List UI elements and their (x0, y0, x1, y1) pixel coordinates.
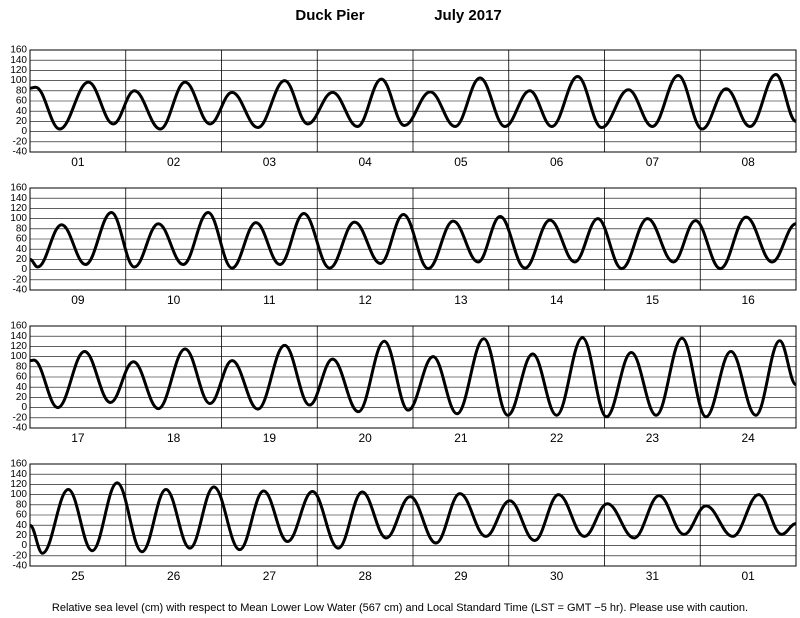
x-tick-label: 14 (550, 293, 564, 307)
y-tick-label: 20 (16, 392, 28, 403)
y-tick-label: 100 (10, 75, 27, 86)
x-tick-label: 11 (263, 293, 276, 307)
x-tick-label: 27 (263, 569, 277, 583)
y-tick-label: 160 (10, 459, 27, 470)
y-tick-label: 80 (16, 85, 28, 96)
y-tick-label: -40 (13, 285, 28, 296)
footer-note: Relative sea level (cm) with respect to … (52, 602, 748, 614)
y-tick-label: 40 (16, 244, 28, 255)
panel-frame (29, 325, 797, 429)
y-tick-label: -40 (13, 561, 28, 572)
y-tick-label: 20 (16, 530, 28, 541)
y-tick-label: 140 (10, 193, 27, 204)
y-tick-label: 80 (16, 223, 28, 234)
x-tick-label: 21 (454, 431, 468, 445)
y-tick-label: 160 (10, 45, 27, 56)
y-tick-label: 120 (10, 341, 27, 352)
x-tick-label: 31 (646, 569, 660, 583)
tide-line (29, 72, 797, 131)
y-tick-label: 40 (16, 382, 28, 393)
y-tick-label: -20 (13, 550, 28, 561)
x-tick-label: 04 (358, 155, 372, 169)
y-tick-label: -20 (13, 412, 28, 423)
y-tick-label: 20 (16, 116, 28, 127)
y-tick-label: 120 (10, 65, 27, 76)
x-tick-label: 07 (646, 155, 660, 169)
y-tick-label: 40 (16, 106, 28, 117)
x-tick-label: 22 (550, 431, 564, 445)
x-tick-label: 05 (454, 155, 468, 169)
x-tick-label: 10 (167, 293, 181, 307)
y-tick-label: 0 (21, 402, 27, 413)
y-tick-label: 140 (10, 55, 27, 66)
x-tick-label: 19 (263, 431, 277, 445)
panel-frame (29, 187, 797, 291)
y-tick-label: 0 (21, 540, 27, 551)
x-tick-label: 28 (358, 569, 372, 583)
y-tick-label: 40 (16, 520, 28, 531)
x-tick-label: 08 (741, 155, 755, 169)
x-tick-label: 12 (358, 293, 372, 307)
x-tick-label: 16 (741, 293, 755, 307)
y-tick-label: 60 (16, 96, 28, 107)
y-tick-label: 120 (10, 479, 27, 490)
x-tick-label: 13 (454, 293, 468, 307)
y-tick-label: 140 (10, 331, 27, 342)
panel-frame (29, 49, 797, 153)
tide-line (29, 210, 797, 271)
y-tick-label: 0 (21, 126, 27, 137)
y-tick-label: 100 (10, 213, 27, 224)
chart-title: Duck Pier (295, 7, 364, 24)
y-tick-label: -40 (13, 147, 28, 158)
y-tick-label: 100 (10, 351, 27, 362)
y-tick-label: 80 (16, 361, 28, 372)
y-tick-label: 160 (10, 183, 27, 194)
y-tick-label: 120 (10, 203, 27, 214)
x-tick-label: 24 (741, 431, 755, 445)
chart-subtitle: July 2017 (434, 7, 502, 24)
y-tick-label: -20 (13, 274, 28, 285)
tide-line (29, 336, 798, 419)
x-tick-label: 01 (741, 569, 755, 583)
y-tick-label: 60 (16, 510, 28, 521)
x-tick-label: 03 (263, 155, 277, 169)
x-tick-label: 02 (167, 155, 181, 169)
tide-line (29, 481, 797, 555)
y-tick-label: 160 (10, 321, 27, 332)
x-tick-label: 23 (646, 431, 660, 445)
y-tick-label: 100 (10, 489, 27, 500)
y-tick-label: 20 (16, 254, 28, 265)
y-tick-label: -20 (13, 136, 28, 147)
x-tick-label: 09 (71, 293, 85, 307)
x-tick-label: 06 (550, 155, 564, 169)
x-tick-label: 20 (358, 431, 372, 445)
y-tick-label: 60 (16, 372, 28, 383)
x-tick-label: 30 (550, 569, 564, 583)
y-tick-label: 80 (16, 499, 28, 510)
x-tick-label: 15 (646, 293, 660, 307)
y-tick-label: 140 (10, 469, 27, 480)
y-tick-label: 60 (16, 234, 28, 245)
x-tick-label: 26 (167, 569, 181, 583)
x-tick-label: 25 (71, 569, 85, 583)
x-tick-label: 17 (71, 431, 85, 445)
x-tick-label: 18 (167, 431, 181, 445)
x-tick-label: 01 (71, 155, 85, 169)
x-tick-label: 29 (454, 569, 468, 583)
y-tick-label: 0 (21, 264, 27, 275)
panel-frame (29, 463, 797, 567)
y-tick-label: -40 (13, 423, 28, 434)
